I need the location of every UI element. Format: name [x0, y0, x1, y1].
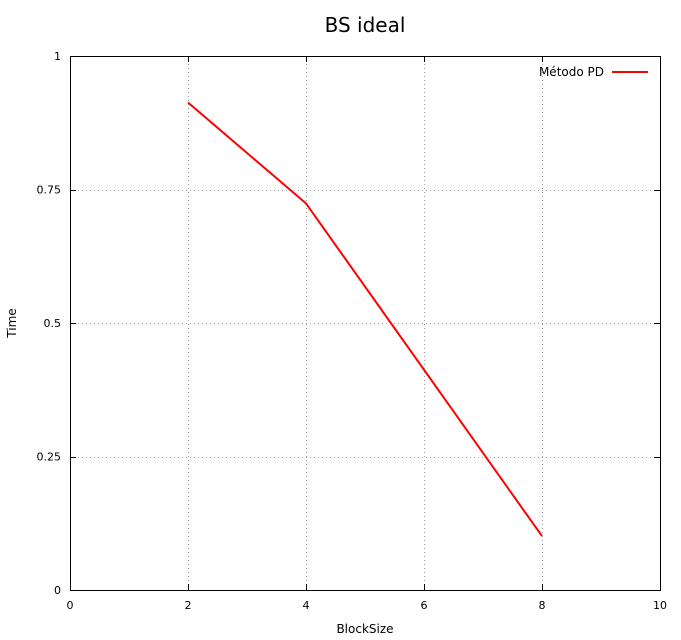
y-tick-label: 0	[54, 584, 61, 597]
ticks: 0 2 4 6 8 10 0 0.25 0.5 0.75 1	[37, 50, 668, 612]
chart-title: BS ideal	[325, 13, 406, 37]
y-axis-label: Time	[5, 308, 19, 338]
legend-label: Método PD	[539, 65, 604, 79]
series-line	[187, 101, 543, 537]
x-tick-label: 10	[653, 599, 667, 612]
x-tick-label: 0	[67, 599, 74, 612]
x-tick-label: 2	[185, 599, 192, 612]
y-tick-label: 1	[54, 50, 61, 63]
y-tick-label: 0.25	[37, 451, 62, 464]
series-layer	[187, 101, 543, 537]
legend: Método PD	[539, 65, 648, 79]
x-tick-label: 8	[539, 599, 546, 612]
grid	[70, 56, 660, 590]
x-tick-label: 6	[421, 599, 428, 612]
x-axis-label: BlockSize	[336, 622, 393, 636]
y-tick-label: 0.75	[37, 184, 62, 197]
x-tick-label: 4	[303, 599, 310, 612]
y-tick-label: 0.5	[44, 317, 62, 330]
